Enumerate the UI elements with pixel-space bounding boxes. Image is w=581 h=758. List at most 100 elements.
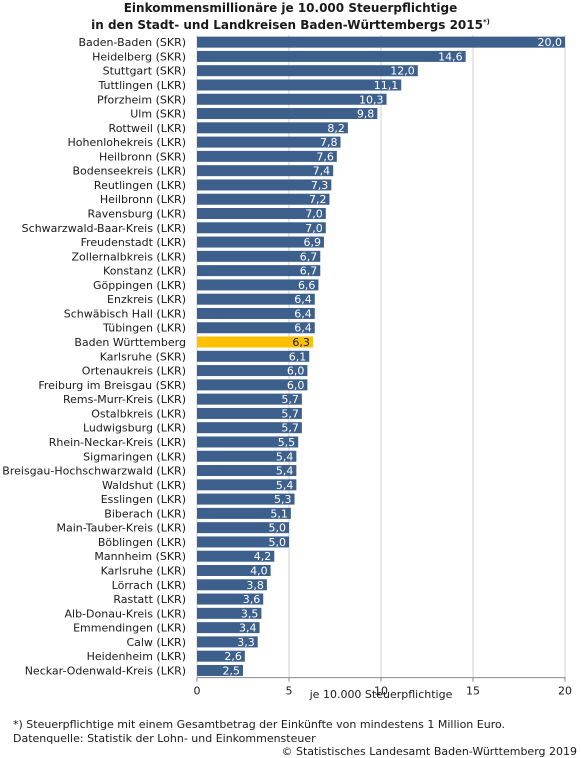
category-label: Lörrach (LKR)	[112, 579, 186, 592]
category-label: Stuttgart (SKR)	[103, 65, 186, 78]
bar	[197, 565, 271, 576]
category-label: Heilbronn (SKR)	[99, 150, 186, 163]
value-label: 14,6	[438, 50, 463, 63]
value-label: 7,4	[313, 165, 331, 178]
category-label: Calw (LKR)	[126, 636, 186, 649]
bar	[197, 607, 262, 619]
category-label: Konstanz (LKR)	[103, 265, 186, 278]
bar	[197, 493, 295, 505]
value-label: 5,1	[270, 507, 288, 520]
bar	[197, 150, 337, 162]
value-label: 6,1	[289, 350, 307, 363]
value-label: 5,0	[269, 522, 287, 535]
bar	[197, 350, 310, 362]
bar	[197, 507, 291, 519]
value-label: 3,8	[246, 579, 264, 592]
value-label: 6,0	[287, 365, 305, 378]
category-label: Karlsruhe (LKR)	[101, 565, 186, 578]
bar	[197, 293, 315, 305]
value-label: 7,3	[311, 179, 329, 192]
category-label: Breisgau-Hochschwarzwald (LKR)	[2, 465, 186, 478]
category-label: Karlsruhe (SKR)	[100, 350, 186, 363]
category-label: Heidenheim (LKR)	[87, 650, 186, 663]
category-label: Ludwigsburg (LKR)	[83, 422, 186, 435]
value-label: 3,6	[243, 593, 261, 606]
category-label: Tuttlingen (LKR)	[97, 79, 186, 92]
value-label: 5,7	[281, 407, 299, 420]
category-label: Böblingen (LKR)	[98, 536, 186, 549]
bar	[197, 579, 267, 591]
bar	[197, 93, 387, 105]
value-label: 6,3	[292, 336, 310, 349]
value-label: 5,5	[278, 436, 296, 449]
bar	[197, 179, 332, 191]
bar	[197, 36, 565, 48]
bar	[197, 236, 324, 248]
value-label: 7,6	[316, 150, 334, 163]
category-label: Pforzheim (SKR)	[97, 93, 186, 106]
category-label: Main-Tauber-Kreis (LKR)	[57, 522, 186, 535]
bar-chart: Baden-Baden (SKR) 20,0 Heidelberg (SKR) 14,…	[2, 35, 572, 701]
bar	[197, 465, 297, 477]
value-label: 4,2	[254, 550, 272, 563]
category-label: Neckar-Odenwald-Kreis (LKR)	[25, 664, 186, 677]
value-label: 3,4	[239, 622, 257, 635]
bar	[197, 479, 297, 491]
value-label: 7,0	[305, 208, 323, 221]
x-axis: 0 5 10 15 20	[194, 677, 572, 698]
category-label: Göppingen (LKR)	[93, 279, 186, 292]
bar	[197, 593, 264, 605]
bar	[197, 193, 330, 205]
bar	[197, 365, 308, 377]
value-label: 2,6	[224, 650, 242, 663]
data-source: Datenquelle: Statistik der Lohn- und Ein…	[13, 732, 316, 745]
category-label: Ostalbkreis (LKR)	[91, 407, 186, 420]
value-label: 7,8	[320, 136, 338, 149]
bar	[197, 122, 348, 134]
value-label: 6,4	[294, 293, 312, 306]
bar	[197, 436, 299, 448]
chart-title-line1: Einkommensmillionäre je 10.000 Steuerpfl…	[123, 1, 458, 15]
value-label: 9,8	[357, 108, 375, 121]
category-label: Rastatt (LKR)	[113, 593, 186, 606]
bar	[197, 279, 319, 291]
bar	[197, 322, 315, 334]
value-label: 8,2	[327, 122, 345, 135]
x-tick-label: 5	[286, 685, 293, 698]
value-label: 10,3	[359, 93, 384, 106]
category-label: Heidelberg (SKR)	[92, 50, 186, 63]
value-label: 6,7	[300, 265, 318, 278]
bar	[197, 65, 418, 77]
bar	[197, 393, 302, 405]
category-label: Freudenstadt (LKR)	[81, 236, 186, 249]
copyright: © Statistisches Landesamt Baden-Württemb…	[281, 745, 577, 758]
bar	[197, 79, 402, 91]
bar	[197, 108, 378, 120]
value-label: 7,0	[305, 222, 323, 235]
category-label: Tübingen (LKR)	[102, 322, 186, 335]
bar	[197, 650, 245, 662]
category-label: Bodenseekreis (LKR)	[72, 165, 186, 178]
bar	[197, 379, 308, 391]
value-label: 11,1	[374, 79, 399, 92]
category-label: Alb-Donau-Kreis (LKR)	[65, 607, 187, 620]
value-label: 6,4	[294, 322, 312, 335]
category-label: Rems-Murr-Kreis (LKR)	[63, 393, 186, 406]
value-label: 2,5	[223, 664, 241, 677]
category-label: Baden-Baden (SKR)	[78, 36, 186, 49]
category-label: Mannheim (SKR)	[94, 550, 186, 563]
category-label: Baden Württemberg	[74, 336, 186, 349]
value-label: 5,7	[281, 422, 299, 435]
category-label: Schwarzwald-Baar-Kreis (LKR)	[22, 222, 186, 235]
category-label: Sigmaringen (LKR)	[83, 450, 186, 463]
chart-title: Einkommensmillionäre je 10.000 Steuerpfl…	[0, 1, 581, 32]
category-label: Enzkreis (LKR)	[107, 293, 186, 306]
value-label: 4,0	[250, 565, 268, 578]
category-label: Schwäbisch Hall (LKR)	[64, 307, 186, 320]
chart-title-line2-text: in den Stadt- und Landkreisen Baden-Würt…	[91, 18, 483, 32]
category-label: Ravensburg (LKR)	[88, 208, 186, 221]
bar	[197, 622, 260, 634]
bar	[197, 636, 258, 648]
bar	[197, 522, 289, 534]
footnote-marker: *)	[482, 18, 490, 26]
